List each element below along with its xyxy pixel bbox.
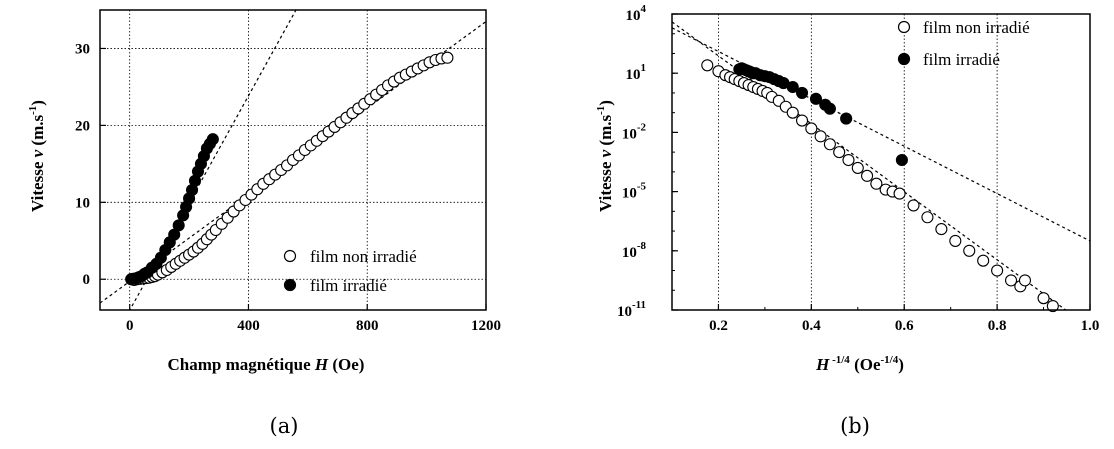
legend: film non irradié film irradié [283, 247, 417, 295]
point-non-irradie [701, 59, 714, 72]
data-points [701, 59, 1059, 313]
legend-marker-open [897, 20, 911, 34]
y-tick-label: 104 [626, 3, 647, 24]
point-non-irradie [814, 130, 827, 143]
point-non-irradie [833, 146, 846, 159]
point-non-irradie [851, 161, 864, 174]
point-non-irradie [935, 223, 948, 236]
point-non-irradie [1004, 274, 1018, 287]
point-non-irradie [977, 254, 990, 267]
point-non-irradie [805, 122, 818, 135]
caption-b: (b) [840, 414, 870, 438]
point-non-irradie [1046, 300, 1059, 313]
panel-a: 0 400 800 1200 0 10 20 30 Champ magnétique H (O… [27, 9, 501, 438]
fit-line [129, 10, 297, 310]
point-non-irradie [795, 114, 809, 127]
point-non-irradie [786, 106, 799, 119]
y-tick-label: 101 [626, 62, 647, 83]
y-axis-label: Vitesse v (m.s-1) [27, 100, 47, 212]
legend-label-non-irradie: film non irradié [923, 18, 1030, 37]
point-non-irradie [907, 199, 920, 212]
point-non-irradie [441, 51, 454, 64]
point-non-irradie [893, 187, 906, 200]
x-tick-label: 1200 [471, 318, 501, 334]
point-non-irradie [823, 138, 836, 151]
point-irradie [809, 92, 823, 105]
legend-marker-filled [897, 52, 911, 66]
legend-label-irradie: film irradié [923, 50, 1000, 69]
x-tick-label: 0.8 [988, 318, 1007, 334]
y-tick-label: 10 [75, 195, 90, 211]
point-irradie [786, 80, 799, 94]
x-axis-label: H -1/4 (Oe-1/4) [815, 354, 904, 374]
point-non-irradie [921, 211, 934, 224]
tick-labels: 0 400 800 1200 0 10 20 30 [75, 41, 501, 334]
tick-marks [100, 47, 487, 310]
point-irradie [172, 219, 185, 232]
fit-line [672, 27, 1090, 242]
point-non-irradie [1018, 274, 1032, 287]
legend-marker-open [283, 249, 297, 263]
y-tick-label: 10-5 [622, 181, 647, 202]
x-tick-label: 800 [356, 318, 379, 334]
point-non-irradie [991, 264, 1004, 277]
tick-marks [671, 13, 1091, 311]
x-axis-label: Champ magnétique H (Oe) [168, 355, 365, 374]
y-tick-label: 10-8 [622, 240, 647, 261]
x-tick-label: 0.6 [895, 318, 914, 334]
caption-a: (a) [270, 414, 299, 438]
panel-b: 0.2 0.4 0.6 0.8 1.0 104 101 10-2 10-5 10-8 10-11 H… [595, 3, 1099, 438]
y-axis-label: Vitesse v (m.s-1) [595, 100, 615, 212]
y-tick-label: 10-11 [617, 299, 646, 320]
legend-label-irradie: film irradié [310, 276, 387, 295]
tick-labels: 0.2 0.4 0.6 0.8 1.0 104 101 10-2 10-5 10-8 10-11 [617, 3, 1099, 334]
point-non-irradie [842, 153, 855, 167]
y-tick-label: 0 [83, 272, 91, 288]
data-points [125, 51, 454, 287]
plot-frame [99, 9, 487, 311]
x-tick-label: 0.2 [709, 318, 728, 334]
y-tick-label: 10-2 [622, 121, 647, 142]
legend-marker-filled [283, 278, 297, 292]
plot-frame [671, 13, 1091, 311]
x-tick-label: 0.4 [802, 318, 821, 334]
point-non-irradie [963, 244, 976, 257]
legend: film non irradié film irradié [897, 18, 1030, 69]
point-non-irradie [1037, 292, 1050, 305]
point-irradie [206, 133, 219, 146]
legend-label-non-irradie: film non irradié [310, 247, 417, 266]
point-irradie [840, 112, 853, 125]
point-irradie [895, 153, 908, 167]
x-tick-label: 400 [237, 318, 260, 334]
grid [100, 10, 486, 310]
y-tick-label: 30 [75, 41, 90, 57]
point-irradie [823, 102, 836, 115]
x-tick-label: 0 [126, 318, 134, 334]
x-tick-label: 1.0 [1081, 318, 1100, 334]
point-non-irradie [949, 234, 962, 247]
point-non-irradie [861, 169, 874, 182]
point-non-irradie [870, 177, 883, 190]
point-irradie [795, 86, 809, 99]
y-tick-label: 20 [75, 118, 90, 134]
